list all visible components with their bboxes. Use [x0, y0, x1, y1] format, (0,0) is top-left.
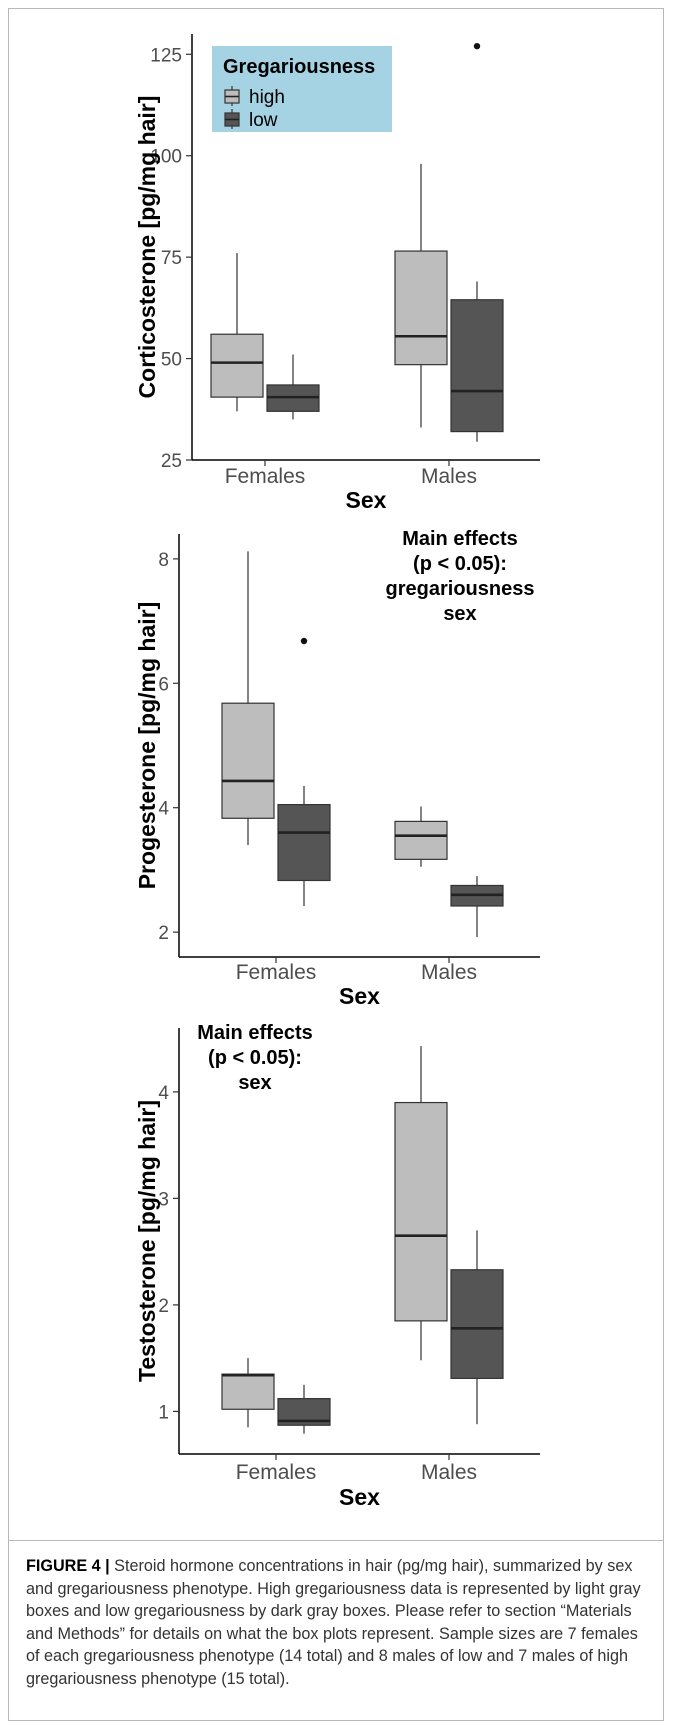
- chart3-low-males-box: [450, 1269, 504, 1379]
- chart2-annotation-line: gregariousness: [386, 578, 535, 600]
- chart1-y-tick-label: 125: [150, 45, 182, 66]
- chart3-x-axis-title: Sex: [339, 1484, 380, 1510]
- chart2-low-females-box: [277, 803, 331, 882]
- chart1-legend-label-low: low: [249, 110, 278, 131]
- chart2-y-tick-label: 2: [158, 923, 169, 944]
- chart2-annotation-line: sex: [443, 603, 476, 625]
- chart1-low-males-outlier: [473, 42, 481, 50]
- chart2-y-tick-label: 6: [158, 674, 169, 695]
- chart1-x-tick-label: Females: [225, 465, 306, 488]
- chart1-legend-label-high: high: [249, 87, 285, 108]
- chart1-y-tick-label: 100: [150, 147, 182, 168]
- chart1-high-females-box: [210, 333, 264, 398]
- chart3-y-tick-label: 2: [158, 1296, 169, 1317]
- chart1-legend-box: [212, 46, 392, 132]
- chart1-high-males-box: [394, 250, 448, 366]
- chart3-annotation-line: (p < 0.05):: [208, 1047, 302, 1069]
- chart2-x-tick-label: Males: [421, 961, 477, 984]
- chart3-annotation-line: Main effects: [197, 1022, 313, 1044]
- chart2-x-tick-label: Females: [236, 961, 317, 984]
- figure-frame: [8, 8, 664, 1721]
- figure-caption: FIGURE 4 | Steroid hormone concentration…: [26, 1555, 641, 1691]
- chart3-y-axis-title: Testosterone [pg/mg hair]: [134, 1100, 160, 1382]
- chart2-y-tick-label: 4: [158, 799, 169, 820]
- chart2-high-males-box: [394, 820, 448, 860]
- chart1-y-tick-label: 25: [161, 451, 182, 472]
- chart1-legend-title: Gregariousness: [223, 56, 375, 78]
- chart1-x-axis-title: Sex: [346, 487, 387, 513]
- chart3-high-males-box: [394, 1101, 448, 1322]
- chart3-y-tick-label: 3: [158, 1189, 169, 1210]
- caption-divider: [8, 1540, 664, 1541]
- chart1-y-axis-title: Corticosterone [pg/mg hair]: [134, 96, 160, 399]
- chart2-x-axis-title: Sex: [339, 983, 380, 1009]
- chart2-annotation-line: (p < 0.05):: [413, 553, 507, 575]
- chart3-x-tick-label: Females: [236, 1461, 317, 1484]
- chart2-annotation-line: Main effects: [402, 528, 518, 550]
- chart1-low-males-box: [450, 299, 504, 433]
- chart2-high-females-box: [221, 702, 275, 819]
- chart1-x-tick-label: Males: [421, 465, 477, 488]
- chart1-y-tick-label: 75: [161, 248, 182, 269]
- chart1-y-tick-label: 50: [161, 350, 182, 371]
- chart3-high-females-box: [221, 1373, 275, 1410]
- caption-label: FIGURE 4 |: [26, 1557, 110, 1575]
- caption-text: Steroid hormone concentrations in hair (…: [26, 1557, 641, 1688]
- chart3-annotation-line: sex: [238, 1072, 271, 1094]
- chart3-y-tick-label: 4: [158, 1083, 169, 1104]
- chart3-x-tick-label: Males: [421, 1461, 477, 1484]
- chart3-y-tick-label: 1: [158, 1402, 169, 1423]
- chart2-y-tick-label: 8: [158, 550, 169, 571]
- chart2-low-females-outlier: [300, 637, 308, 645]
- chart2-y-axis-title: Progesterone [pg/mg hair]: [134, 602, 160, 890]
- figure-charts: 25 50 75 100 125 Females Males Sex Corticosteron…: [134, 34, 540, 1510]
